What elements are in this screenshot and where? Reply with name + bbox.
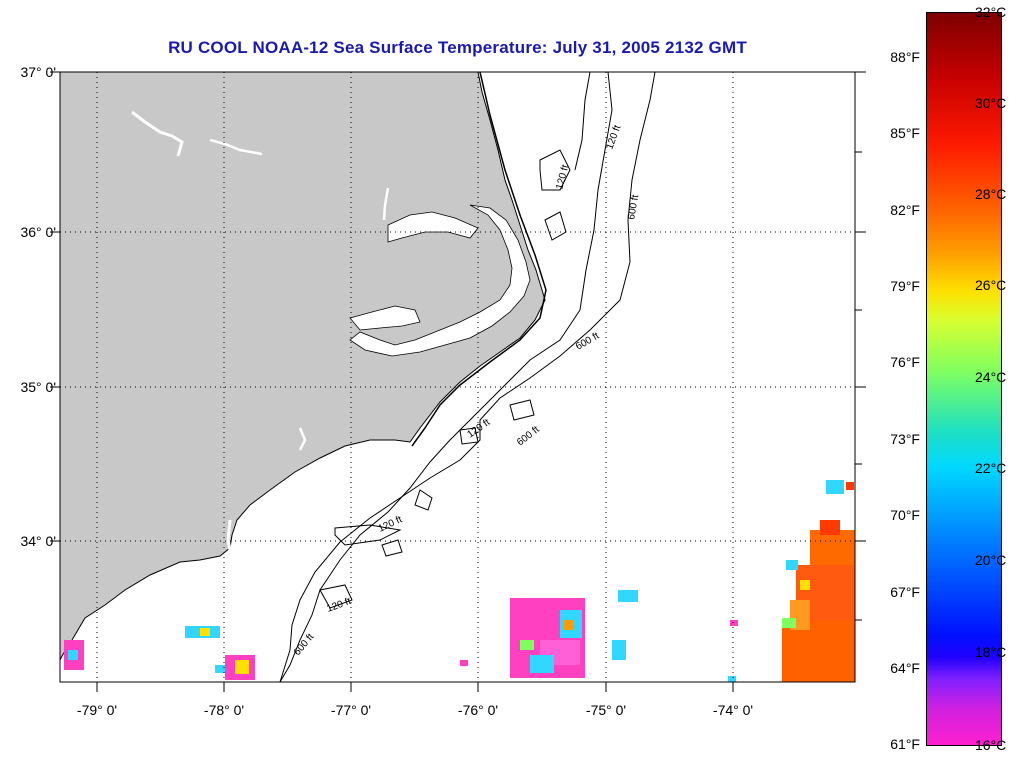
isobath-label: 120 ft <box>377 514 405 535</box>
isobath-label: 600 ft <box>292 632 317 658</box>
longitude-label: -74° 0' <box>712 702 754 718</box>
map-title: RU COOL NOAA-12 Sea Surface Temperature:… <box>168 38 747 57</box>
isobath-label: 120 ft <box>325 596 352 615</box>
fahrenheit-label: 73°F <box>890 431 920 447</box>
cape-fear-river <box>226 519 234 561</box>
fahrenheit-label: 61°F <box>890 736 920 752</box>
albemarle-sound <box>387 211 479 243</box>
longitude-label: -76° 0' <box>457 702 499 718</box>
inland-lake <box>382 187 390 221</box>
isobath-contours <box>279 71 656 683</box>
map-frame <box>59 71 856 683</box>
fahrenheit-label: 79°F <box>890 278 920 294</box>
celsius-label: 16°C <box>975 737 1007 753</box>
land-mass <box>59 71 546 661</box>
sst-patch-center <box>510 598 585 678</box>
inland-lake-2 <box>298 427 307 451</box>
fahrenheit-label: 70°F <box>890 507 920 523</box>
celsius-label: 32°C <box>975 4 1007 20</box>
fahrenheit-label: 85°F <box>890 125 920 141</box>
celsius-label: 22°C <box>975 460 1007 476</box>
celsius-label: 24°C <box>975 369 1007 385</box>
outer-banks <box>411 71 547 447</box>
fahrenheit-label: 76°F <box>890 354 920 370</box>
celsius-label: 30°C <box>975 95 1007 111</box>
celsius-label: 26°C <box>975 277 1007 293</box>
latitude-label: 37° 0' <box>20 64 56 80</box>
latitude-label: 36° 0' <box>20 224 56 240</box>
celsius-label: 28°C <box>975 186 1007 202</box>
latitude-label: 34° 0' <box>20 533 56 549</box>
fahrenheit-label: 64°F <box>890 660 920 676</box>
neuse-river <box>349 305 421 331</box>
longitude-label: -79° 0' <box>76 702 118 718</box>
isobath-label: 600 ft <box>626 194 641 221</box>
fahrenheit-label: 88°F <box>890 49 920 65</box>
celsius-label: 18°C <box>975 644 1007 660</box>
kerr-lake <box>209 138 263 156</box>
longitude-label: -75° 0' <box>585 702 627 718</box>
isobath-label: 600 ft <box>574 330 601 352</box>
graticule <box>60 72 855 682</box>
sst-patch-southwest <box>64 626 255 680</box>
lake-gaston <box>131 110 184 157</box>
fahrenheit-label: 67°F <box>890 584 920 600</box>
sst-patch-scattered <box>460 590 738 682</box>
pamlico-sound <box>349 204 531 357</box>
longitude-label: -77° 0' <box>330 702 372 718</box>
temperature-colorbar <box>926 12 1002 746</box>
isobath-label: 120 ft <box>604 124 623 151</box>
isobath-label: 600 ft <box>515 424 542 448</box>
latitude-label: 35° 0' <box>20 379 56 395</box>
isobath-label: 120 ft <box>554 164 571 191</box>
fahrenheit-label: 82°F <box>890 202 920 218</box>
celsius-label: 20°C <box>975 552 1007 568</box>
longitude-label: -78° 0' <box>203 702 245 718</box>
frame-ticks <box>50 71 866 692</box>
sst-patch-southeast <box>782 480 855 682</box>
